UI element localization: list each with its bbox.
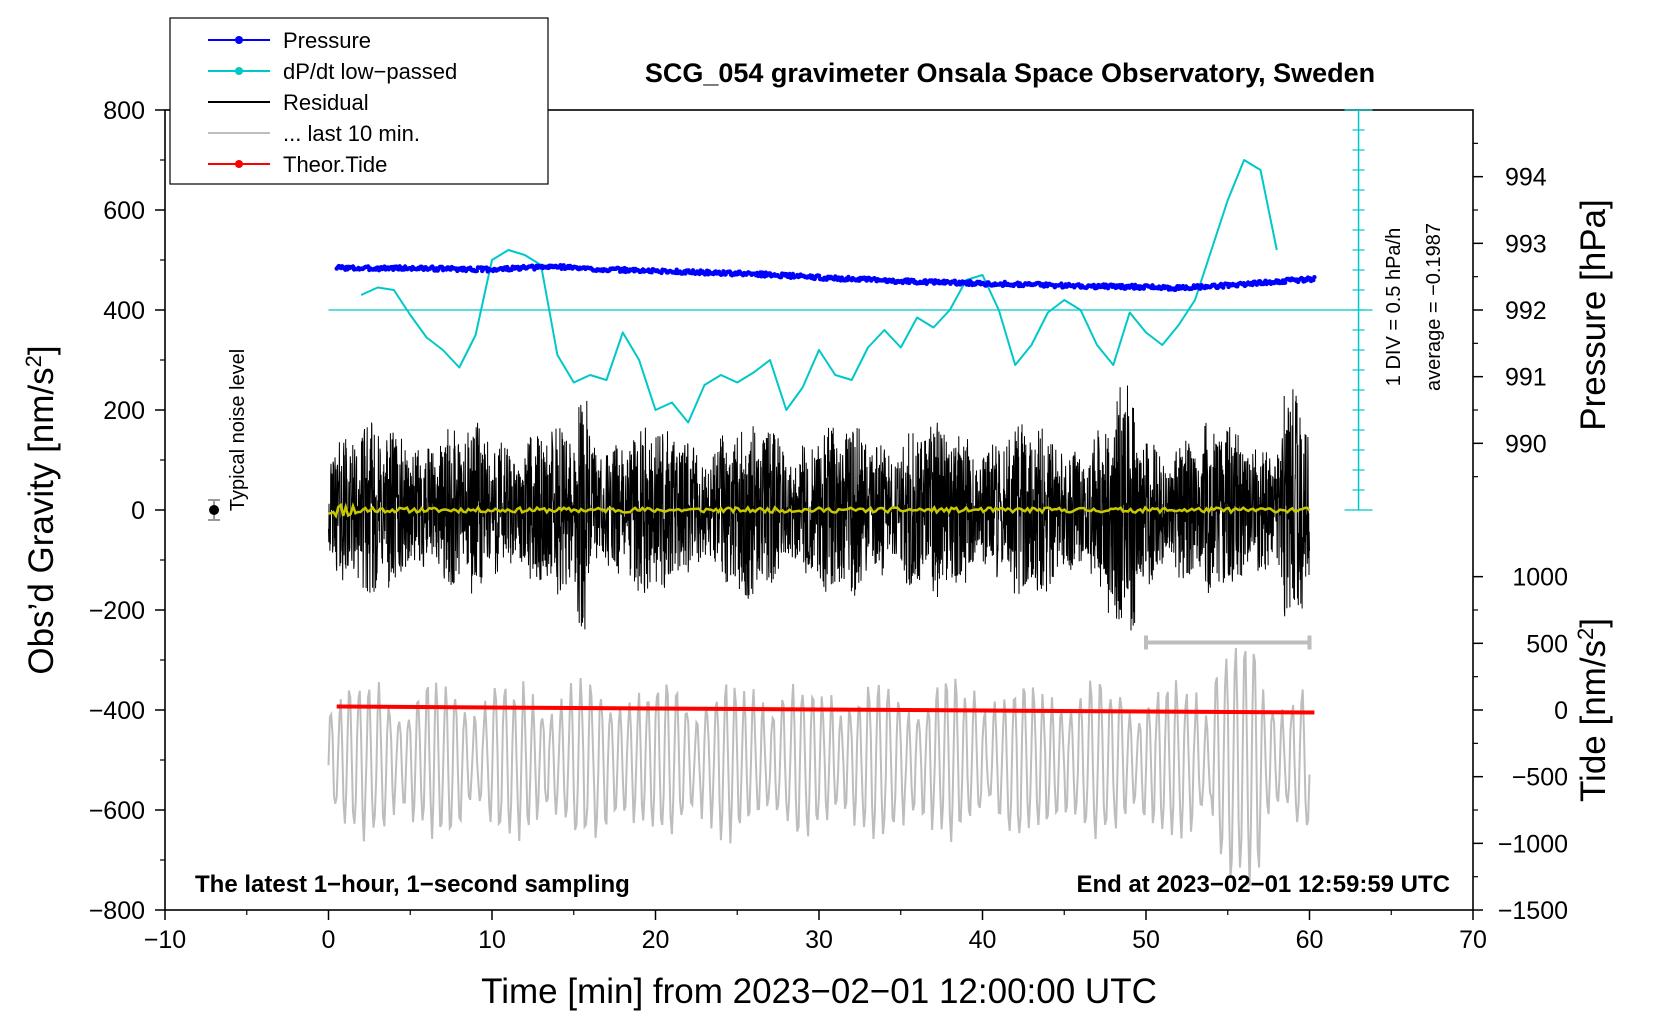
x-tick-label: 10	[478, 926, 506, 954]
legend-marker	[235, 67, 243, 75]
dpdt-scale-label: 1 DIV = 0.5 hPa/h	[1383, 228, 1405, 386]
tide-tick-label: 500	[1526, 630, 1568, 658]
chart-title: SCG_054 gravimeter Onsala Space Observat…	[645, 58, 1375, 88]
y-tick-label: 800	[103, 97, 145, 125]
x-tick-label: −10	[144, 926, 186, 954]
series-layer	[208, 109, 1373, 886]
y-tick-label: −800	[89, 897, 145, 925]
pressure-tick-label: 990	[1505, 430, 1547, 458]
x-tick-label: 60	[1296, 926, 1324, 954]
legend-marker	[235, 36, 243, 44]
tide-tick-label: 0	[1554, 697, 1568, 725]
sampling-annotation: The latest 1−hour, 1−second sampling	[195, 871, 630, 898]
tide-tick-label: −1500	[1498, 897, 1568, 925]
y-tick-label: −200	[89, 597, 145, 625]
x-tick-label: 30	[805, 926, 833, 954]
pressure-tick-label: 994	[1505, 164, 1547, 192]
tide-tick-label: −500	[1512, 764, 1568, 792]
pressure-point	[561, 263, 566, 268]
x-tick-label: 20	[642, 926, 670, 954]
y-tick-label: −600	[89, 797, 145, 825]
pressure-series	[334, 263, 1317, 292]
legend-label: Pressure	[283, 28, 371, 53]
y-tick-label: 0	[131, 497, 145, 525]
tide-axis-title: Tide [nm/s2]	[1573, 618, 1613, 802]
pressure-point	[1059, 281, 1064, 286]
residual-line	[328, 385, 1310, 631]
y-tick-label: 200	[103, 397, 145, 425]
tide-tick-label: −1000	[1498, 830, 1568, 858]
y-tick-label: 600	[103, 197, 145, 225]
axes-layer: −10 0 10 20 30 40 50 60 70 −800 −600 −400 −200 0 200 40…	[89, 97, 1568, 954]
y-axis-title: Obs’d Gravity [nm/s2]	[21, 345, 61, 674]
x-tick-label: 50	[1132, 926, 1160, 954]
noise-level-label: Typical noise level	[227, 349, 249, 511]
legend-label: Theor.Tide	[283, 152, 387, 177]
pressure-axis-title: Pressure [hPa]	[1574, 199, 1613, 431]
y-tick-label: 400	[103, 297, 145, 325]
pressure-tick-label: 993	[1505, 230, 1547, 258]
pressure-point	[474, 268, 479, 274]
x-tick-label: 0	[322, 926, 336, 954]
dpdt-line	[360, 159, 1278, 424]
x-axis-title: Time [min] from 2023−02−01 12:00:00 UTC	[481, 972, 1157, 1011]
smoothed-residual-line	[328, 501, 1311, 519]
theoretical-tide-line	[336, 704, 1315, 715]
end-time-annotation: End at 2023−02−01 12:59:59 UTC	[1076, 871, 1450, 898]
tide-tick-label: 1000	[1512, 564, 1568, 592]
x-tick-label: 70	[1459, 926, 1487, 954]
pressure-point	[1312, 275, 1317, 280]
x-tick-label: 40	[969, 926, 997, 954]
legend: Pressure dP/dt low−passed Residual ... last…	[169, 17, 549, 185]
legend-label: ... last 10 min.	[283, 121, 420, 146]
y-tick-label: −400	[89, 697, 145, 725]
noise-point	[209, 505, 220, 515]
legend-label: Residual	[283, 90, 369, 115]
last-10-min-line	[327, 647, 1311, 886]
pressure-tick-label: 991	[1505, 364, 1547, 392]
legend-label: dP/dt low−passed	[283, 59, 457, 84]
dpdt-average-label: average = −0.1987	[1423, 223, 1445, 391]
pressure-point	[816, 273, 822, 278]
pressure-tick-label: 992	[1505, 297, 1547, 325]
legend-marker	[235, 160, 243, 168]
